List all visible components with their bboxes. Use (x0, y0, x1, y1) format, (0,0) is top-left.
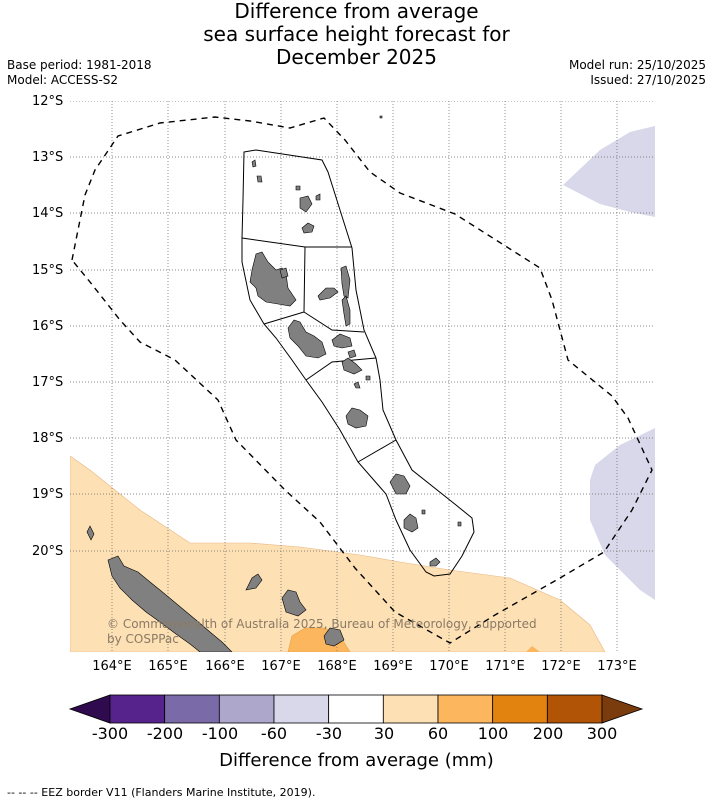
lat-tick-label: 20°S (32, 544, 64, 559)
province-divider-1 (241, 237, 352, 248)
colorbar-label: Difference from average (mm) (219, 750, 494, 771)
copyright-notice: © Commonwealth of Australia 2025, Bureau… (107, 617, 537, 647)
lon-tick-label: 165°E (148, 659, 188, 674)
lat-tick-label: 12°S (32, 94, 64, 109)
province-divider-4 (305, 357, 377, 381)
map-plot-area (70, 101, 655, 652)
island-merelava (301, 222, 315, 234)
meta-right: Model run: 25/10/2025 Issued: 27/10/2025 (569, 58, 706, 88)
anomaly-region-minus30-top (563, 126, 655, 217)
vanuatu-islands (249, 115, 462, 567)
new-caledonia-land (107, 555, 233, 652)
colorbar-tick-label: 30 (373, 724, 395, 743)
copyright-line-1: © Commonwealth of Australia 2025, Bureau… (107, 617, 537, 631)
colorbar-segment (218, 694, 275, 724)
colorbar-tick-label: -100 (201, 724, 239, 743)
island-shepherd (365, 375, 371, 381)
colorbar-tick-label: -60 (260, 724, 288, 743)
map-title: Difference from average sea surface heig… (0, 0, 713, 69)
lat-tick-label: 13°S (32, 150, 64, 165)
island-small-n (315, 193, 321, 201)
grid-lines (70, 101, 655, 652)
province-divider-3 (303, 311, 365, 333)
island-futuna (457, 521, 462, 527)
colorbar-segment (164, 694, 220, 724)
colorbar-segment (273, 694, 330, 724)
island-paama (347, 349, 357, 359)
eez-border-outer (71, 116, 653, 644)
lat-tick-label: 17°S (32, 375, 64, 390)
island-loyalty-3 (323, 627, 345, 647)
island-malo (279, 267, 289, 279)
colorbar-tick-label: 300 (586, 724, 618, 743)
lon-tick-label: 164°E (92, 659, 132, 674)
colorbar-segment (328, 694, 384, 724)
anomaly-region-minus30-right (590, 428, 655, 600)
colorbar-tick-label: -300 (91, 724, 129, 743)
colorbar-over-triangle (601, 694, 644, 724)
island-small-ne (379, 115, 383, 119)
island-vanua-lava (295, 185, 301, 191)
island-tanna (403, 513, 419, 533)
island-gaua (299, 195, 313, 213)
model-text: Model: ACCESS-S2 (7, 73, 119, 87)
colorbar-tick-label: 200 (532, 724, 564, 743)
lat-tick-label: 19°S (32, 487, 64, 502)
title-line-2: sea surface height forecast for (203, 22, 510, 46)
island-aneityum (429, 557, 441, 567)
colorbar (68, 694, 644, 724)
lon-tick-label: 168°E (317, 659, 357, 674)
province-boundary (241, 149, 475, 577)
lat-tick-label: 18°S (32, 431, 64, 446)
island-erromango (389, 473, 411, 495)
lon-tick-label: 172°E (541, 659, 581, 674)
lat-tick-label: 14°S (32, 206, 64, 221)
anomaly-region-30-60 (70, 455, 606, 652)
island-small-nc (86, 525, 95, 541)
colorbar-segment (109, 694, 166, 724)
lon-tick-label: 171°E (485, 659, 525, 674)
lon-tick-label: 166°E (205, 659, 245, 674)
colorbar-segment (437, 694, 494, 724)
colorbar-segment (382, 694, 439, 724)
island-espiritu-santo (249, 251, 297, 307)
island-ambae (317, 287, 339, 301)
colorbar-tick-label: -30 (315, 724, 343, 743)
island-efate (345, 407, 369, 429)
colorbar-segment (492, 694, 548, 724)
colorbar-tick-label: -200 (146, 724, 184, 743)
anomaly-region-60-100-small (526, 646, 540, 652)
title-line-3: December 2025 (276, 45, 437, 69)
island-torres (251, 159, 257, 168)
island-pentecost (341, 295, 351, 327)
colorbar-tick-label: 60 (427, 724, 449, 743)
island-ambrym (331, 333, 353, 349)
lon-tick-label: 169°E (373, 659, 413, 674)
colorbar-segment (546, 694, 603, 724)
copyright-line-2: by COSPPac (107, 632, 179, 646)
island-maewo (340, 265, 351, 299)
lon-tick-label: 173°E (597, 659, 637, 674)
island-loyalty-1 (245, 573, 263, 591)
island-torres-2 (256, 175, 263, 183)
lon-tick-label: 170°E (429, 659, 469, 674)
eez-footnote: -- -- -- EEZ border V11 (Flanders Marine… (7, 786, 316, 799)
issued-text: Issued: 27/10/2025 (590, 73, 706, 87)
island-tongoa (353, 381, 361, 389)
island-loyalty-2 (281, 589, 307, 617)
lat-tick-label: 16°S (32, 319, 64, 334)
base-period-text: Base period: 1981-2018 (7, 58, 152, 72)
lon-tick-label: 167°E (261, 659, 301, 674)
title-line-1: Difference from average (234, 0, 479, 23)
province-divider-5 (357, 439, 397, 463)
meta-left: Base period: 1981-2018 Model: ACCESS-S2 (7, 58, 152, 88)
island-aniwa (421, 509, 426, 515)
island-epi (341, 357, 363, 375)
model-run-text: Model run: 25/10/2025 (568, 58, 706, 72)
island-malekula (287, 319, 327, 359)
lat-tick-label: 15°S (32, 263, 64, 278)
colorbar-under-triangle (68, 694, 111, 724)
colorbar-tick-label: 100 (477, 724, 509, 743)
